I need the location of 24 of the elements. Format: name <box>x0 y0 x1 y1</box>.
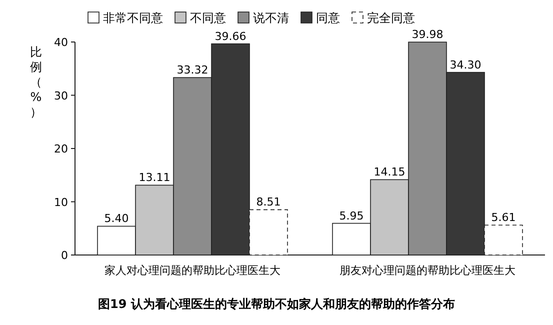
y-tick-label: 30 <box>54 89 68 102</box>
y-tick-label: 10 <box>54 196 68 209</box>
data-label: 8.51 <box>256 196 281 209</box>
y-tick-label: 0 <box>61 249 68 262</box>
data-label: 39.66 <box>214 30 246 43</box>
data-label: 5.95 <box>339 209 364 222</box>
x-tick-label: 家人对心理问题的帮助比心理医生大 <box>104 264 280 277</box>
x-tick-label: 朋友对心理问题的帮助比心理医生大 <box>340 264 516 277</box>
text: 图19 认为看心理医生的专业帮助不如家人和朋友的帮助的作答分布 <box>98 297 455 311</box>
data-label: 5.40 <box>104 212 129 226</box>
data-label: 39.98 <box>412 28 444 42</box>
data-label: 14.15 <box>374 166 406 179</box>
y-tick-label: 40 <box>54 36 68 49</box>
legend-label: 同意 <box>316 11 340 25</box>
legend-label: 完全同意 <box>367 11 415 25</box>
data-label: 34.30 <box>450 58 482 72</box>
legend-label: 说不清 <box>253 11 289 25</box>
data-label: 33.32 <box>176 64 208 77</box>
y-tick-label: 20 <box>54 142 68 156</box>
legend-label: 非常不同意 <box>103 11 163 25</box>
data-label: 5.61 <box>491 211 516 224</box>
y-axis-title: 比例（%） <box>30 45 42 119</box>
legend-label: 不同意 <box>190 11 226 25</box>
data-label: 13.11 <box>138 171 170 184</box>
